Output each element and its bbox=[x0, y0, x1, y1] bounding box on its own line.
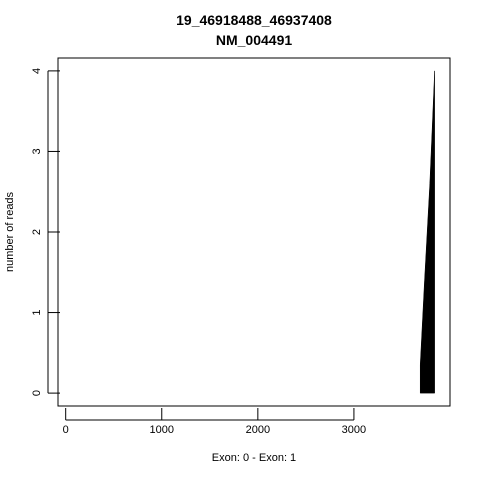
x-tick-label: 3000 bbox=[342, 424, 366, 436]
y-axis-label: number of reads bbox=[4, 191, 16, 272]
y-tick-label: 1 bbox=[31, 309, 43, 315]
x-axis-label: Exon: 0 - Exon: 1 bbox=[212, 452, 296, 464]
coverage-area-0 bbox=[419, 70, 435, 394]
y-axis: 0 1 2 3 4 bbox=[31, 68, 60, 396]
x-tick-label: 1000 bbox=[150, 424, 174, 436]
y-tick-label: 3 bbox=[31, 148, 43, 154]
x-tick-label: 0 bbox=[63, 424, 69, 436]
y-tick-label: 2 bbox=[31, 229, 43, 235]
y-tick-label: 4 bbox=[31, 68, 43, 74]
x-axis: 0 1000 2000 3000 bbox=[63, 408, 366, 436]
chart-subtitle: NM_004491 bbox=[216, 32, 292, 48]
area-layer bbox=[419, 70, 435, 394]
x-tick-label: 2000 bbox=[246, 424, 270, 436]
y-tick-label: 0 bbox=[31, 390, 43, 396]
chart-title: 19_46918488_46937408 bbox=[176, 12, 332, 28]
